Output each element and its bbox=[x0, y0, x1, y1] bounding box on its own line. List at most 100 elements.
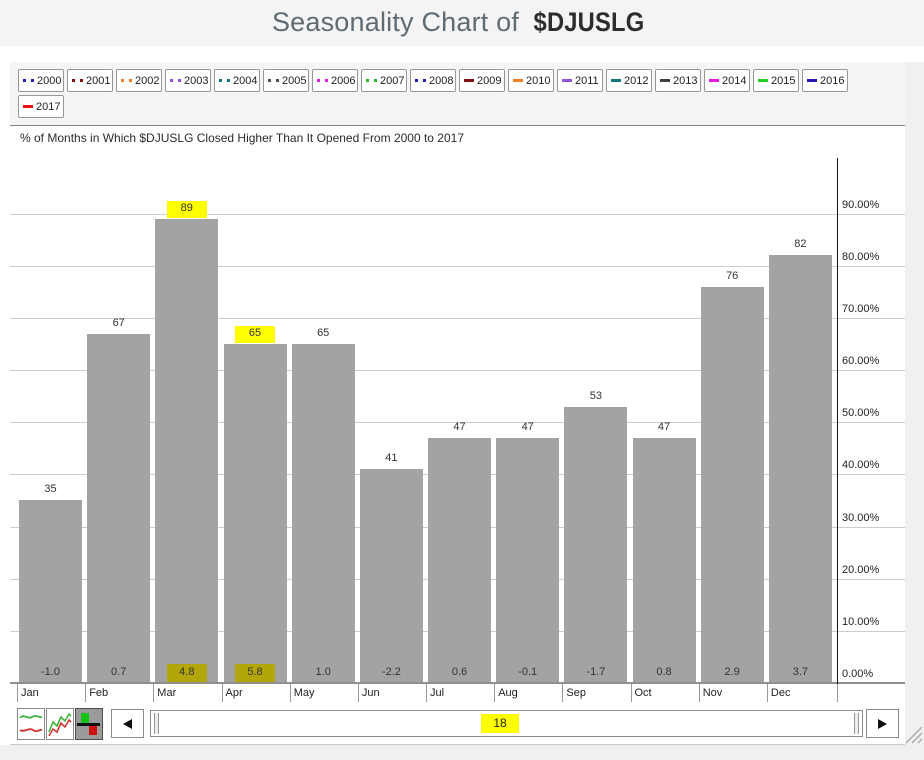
avg-change-label-Jul: 0.6 bbox=[451, 666, 468, 678]
seasonality-widget: 2000 2001 2002 2003 2004 2005 2006 2007 2008 2009… bbox=[10, 62, 905, 745]
y-axis-tick-label: 50.00% bbox=[842, 407, 880, 420]
month-separator bbox=[17, 684, 18, 702]
avg-change-label-Jun: -2.2 bbox=[381, 666, 401, 678]
avg-change-label-Jan: -1.0 bbox=[41, 666, 60, 678]
bar-Nov bbox=[700, 286, 764, 683]
year-line-swatch bbox=[562, 79, 572, 82]
y-axis-tick-label: 60.00% bbox=[842, 355, 880, 367]
year-button-2013[interactable]: 2013 bbox=[655, 69, 701, 92]
bar-Dec bbox=[768, 255, 832, 683]
year-button-label: 2007 bbox=[380, 74, 405, 87]
year-line-swatch bbox=[219, 79, 230, 82]
y-axis-tick-label: 90.00% bbox=[842, 198, 880, 211]
year-button-2008[interactable]: 2008 bbox=[410, 69, 456, 92]
left-arrow-icon bbox=[123, 718, 132, 729]
year-button-2004[interactable]: 2004 bbox=[214, 69, 260, 92]
avg-change-label-Dec: 3.7 bbox=[792, 666, 809, 678]
highlight-bottom-Apr bbox=[235, 664, 275, 683]
month-separator bbox=[289, 684, 291, 702]
month-label-Nov: Nov bbox=[702, 687, 723, 699]
scrollbar-right-grip[interactable] bbox=[854, 713, 859, 734]
page-title: Seasonality Chart of $DJUSLG bbox=[0, 0, 924, 45]
year-button-2003[interactable]: 2003 bbox=[165, 69, 211, 92]
page-title-symbol: $DJUSLG bbox=[533, 7, 645, 37]
year-button-2007[interactable]: 2007 bbox=[361, 69, 407, 92]
year-button-label: 2011 bbox=[575, 74, 599, 87]
month-label-May: May bbox=[293, 687, 315, 699]
year-button-label: 2002 bbox=[135, 74, 160, 87]
year-button-label: 2001 bbox=[86, 74, 111, 87]
month-label-Jan: Jan bbox=[21, 687, 39, 699]
year-button-2005[interactable]: 2005 bbox=[263, 69, 309, 92]
year-button-2012[interactable]: 2012 bbox=[606, 69, 652, 92]
seasonality-chart: % of Months in Which $DJUSLG Closed High… bbox=[10, 125, 905, 745]
page-right-margin bbox=[905, 62, 924, 760]
year-button-2010[interactable]: 2010 bbox=[508, 69, 554, 92]
bar-value-label-Dec: 82 bbox=[794, 238, 807, 251]
chart-subtitle: % of Months in Which $DJUSLG Closed High… bbox=[20, 131, 465, 145]
year-button-label: 2009 bbox=[477, 74, 502, 87]
bar-value-label-Mar: 89 bbox=[180, 201, 193, 214]
scroll-right-button[interactable] bbox=[866, 709, 899, 738]
year-line-swatch bbox=[513, 79, 523, 82]
year-button-2001[interactable]: 2001 bbox=[67, 69, 113, 92]
year-line-swatch bbox=[121, 79, 132, 82]
bar-chart-icon[interactable] bbox=[75, 708, 103, 740]
year-button-2006[interactable]: 2006 bbox=[312, 69, 358, 92]
right-arrow-icon bbox=[878, 718, 887, 729]
year-line-swatch bbox=[464, 79, 474, 82]
year-button-2002[interactable]: 2002 bbox=[116, 69, 162, 92]
year-button-2015[interactable]: 2015 bbox=[753, 69, 799, 92]
bar-value-label-May: 65 bbox=[317, 326, 330, 339]
avg-change-label-Sep: -1.7 bbox=[586, 666, 606, 678]
year-button-2009[interactable]: 2009 bbox=[459, 69, 505, 92]
year-line-swatch bbox=[611, 79, 621, 82]
year-button-row: 2000 2001 2002 2003 2004 2005 2006 2007 2008 2009… bbox=[10, 62, 886, 121]
year-button-label: 2016 bbox=[820, 74, 845, 87]
gridline-80 bbox=[10, 265, 905, 267]
bar-value-label-Oct: 47 bbox=[657, 420, 671, 433]
month-label-Mar: Mar bbox=[157, 687, 177, 699]
year-button-label: 2017 bbox=[36, 100, 61, 113]
year-line-swatch bbox=[23, 105, 33, 108]
bar-value-label-Nov: 76 bbox=[726, 269, 739, 282]
avg-change-label-Aug: -0.1 bbox=[518, 666, 538, 678]
year-button-2016[interactable]: 2016 bbox=[802, 69, 848, 92]
bar-Sep bbox=[564, 406, 628, 683]
resize-grip-icon[interactable] bbox=[901, 722, 923, 744]
avg-change-label-Mar: 4.8 bbox=[179, 666, 195, 678]
year-button-2014[interactable]: 2014 bbox=[704, 69, 750, 92]
jagged-line-chart-icon[interactable] bbox=[46, 708, 74, 740]
year-line-swatch bbox=[170, 79, 181, 82]
year-line-swatch bbox=[660, 79, 670, 82]
year-button-2011[interactable]: 2011 bbox=[557, 69, 603, 92]
scroll-left-button[interactable] bbox=[111, 709, 144, 738]
year-line-swatch bbox=[709, 79, 719, 82]
year-button-2000[interactable]: 2000 bbox=[18, 69, 64, 92]
bar-Feb bbox=[87, 333, 151, 683]
y-axis-tick-label: 40.00% bbox=[842, 459, 880, 472]
year-line-swatch bbox=[317, 79, 328, 82]
y-axis-tick-label: 10.00% bbox=[842, 615, 880, 628]
year-button-2017[interactable]: 2017 bbox=[18, 95, 64, 118]
smooth-line-chart-icon[interactable] bbox=[17, 708, 45, 740]
scrollbar-left-grip[interactable] bbox=[154, 713, 159, 734]
month-separator bbox=[357, 684, 359, 702]
scrollbar-track[interactable]: 18 bbox=[150, 710, 863, 737]
month-separator bbox=[494, 684, 496, 702]
page-title-band: Seasonality Chart of $DJUSLG bbox=[0, 0, 924, 46]
year-button-label: 2013 bbox=[673, 74, 698, 87]
year-line-swatch bbox=[366, 79, 377, 82]
year-line-swatch bbox=[23, 79, 34, 82]
bar-Oct bbox=[632, 437, 696, 683]
year-button-label: 2006 bbox=[331, 74, 356, 87]
month-label-Jul: Jul bbox=[430, 687, 445, 699]
jagged-lines-glyph bbox=[48, 712, 72, 737]
avg-change-label-Nov: 2.9 bbox=[724, 666, 740, 678]
month-label-Sep: Sep bbox=[566, 687, 586, 699]
year-line-swatch bbox=[415, 79, 426, 82]
year-line-swatch bbox=[807, 79, 817, 82]
y-axis-line bbox=[837, 158, 838, 684]
smooth-lines-glyph bbox=[19, 714, 43, 733]
